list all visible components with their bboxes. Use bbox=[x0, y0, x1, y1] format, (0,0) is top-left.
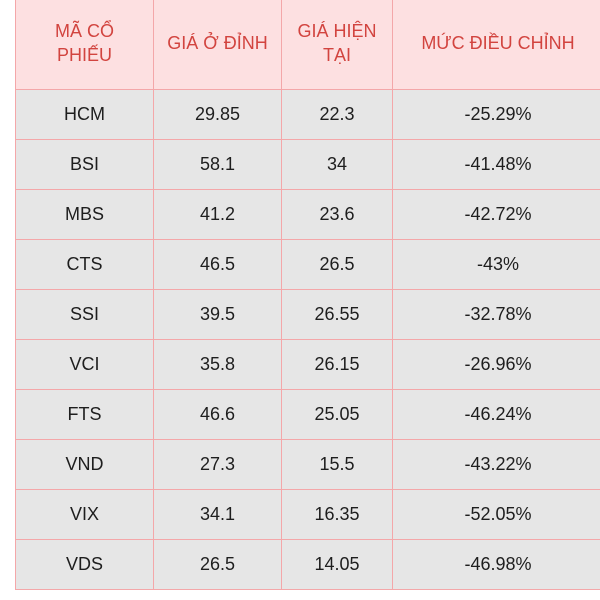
stock-price-table: MÃ CỔ PHIẾU GIÁ Ở ĐỈNH GIÁ HIỆN TẠI MỨC … bbox=[15, 0, 600, 590]
current-price-cell: 16.35 bbox=[281, 489, 393, 540]
table-row: SSI 39.5 26.55 -32.78% bbox=[15, 289, 600, 340]
table-row: HCM 29.85 22.3 -25.29% bbox=[15, 89, 600, 140]
peak-price-cell: 46.6 bbox=[153, 389, 282, 440]
current-price-cell: 22.3 bbox=[281, 89, 393, 140]
peak-price-cell: 26.5 bbox=[153, 539, 282, 590]
adjustment-cell: -46.24% bbox=[392, 389, 600, 440]
peak-price-cell: 34.1 bbox=[153, 489, 282, 540]
table-row: VND 27.3 15.5 -43.22% bbox=[15, 439, 600, 490]
adjustment-cell: -46.98% bbox=[392, 539, 600, 590]
table-row: VIX 34.1 16.35 -52.05% bbox=[15, 489, 600, 540]
ticker-cell: VIX bbox=[15, 489, 154, 540]
current-price-cell: 26.15 bbox=[281, 339, 393, 390]
current-price-cell: 34 bbox=[281, 139, 393, 190]
adjustment-cell: -42.72% bbox=[392, 189, 600, 240]
ticker-cell: BSI bbox=[15, 139, 154, 190]
peak-price-cell: 58.1 bbox=[153, 139, 282, 190]
ticker-cell: CTS bbox=[15, 239, 154, 290]
adjustment-cell: -26.96% bbox=[392, 339, 600, 390]
ticker-cell: SSI bbox=[15, 289, 154, 340]
adjustment-cell: -41.48% bbox=[392, 139, 600, 190]
adjustment-cell: -43% bbox=[392, 239, 600, 290]
peak-price-cell: 46.5 bbox=[153, 239, 282, 290]
peak-price-cell: 39.5 bbox=[153, 289, 282, 340]
current-price-cell: 26.55 bbox=[281, 289, 393, 340]
current-price-cell: 25.05 bbox=[281, 389, 393, 440]
table-row: CTS 46.5 26.5 -43% bbox=[15, 239, 600, 290]
ticker-cell: MBS bbox=[15, 189, 154, 240]
current-price-cell: 15.5 bbox=[281, 439, 393, 490]
adjustment-cell: -43.22% bbox=[392, 439, 600, 490]
current-price-cell: 26.5 bbox=[281, 239, 393, 290]
header-ticker: MÃ CỔ PHIẾU bbox=[15, 0, 154, 90]
table-row: VCI 35.8 26.15 -26.96% bbox=[15, 339, 600, 390]
table-body: HCM 29.85 22.3 -25.29% BSI 58.1 34 -41.48% MBS 41… bbox=[15, 89, 600, 590]
table-header: MÃ CỔ PHIẾU GIÁ Ở ĐỈNH GIÁ HIỆN TẠI MỨC … bbox=[15, 0, 600, 90]
table-row: FTS 46.6 25.05 -46.24% bbox=[15, 389, 600, 440]
adjustment-cell: -25.29% bbox=[392, 89, 600, 140]
table-row: VDS 26.5 14.05 -46.98% bbox=[15, 539, 600, 590]
ticker-cell: VND bbox=[15, 439, 154, 490]
header-row: MÃ CỔ PHIẾU GIÁ Ở ĐỈNH GIÁ HIỆN TẠI MỨC … bbox=[15, 0, 600, 90]
table-row: BSI 58.1 34 -41.48% bbox=[15, 139, 600, 190]
current-price-cell: 23.6 bbox=[281, 189, 393, 240]
header-adjustment: MỨC ĐIỀU CHỈNH bbox=[392, 0, 600, 90]
table-row: MBS 41.2 23.6 -42.72% bbox=[15, 189, 600, 240]
peak-price-cell: 35.8 bbox=[153, 339, 282, 390]
header-current-price: GIÁ HIỆN TẠI bbox=[281, 0, 393, 90]
peak-price-cell: 27.3 bbox=[153, 439, 282, 490]
adjustment-cell: -32.78% bbox=[392, 289, 600, 340]
current-price-cell: 14.05 bbox=[281, 539, 393, 590]
ticker-cell: VDS bbox=[15, 539, 154, 590]
peak-price-cell: 41.2 bbox=[153, 189, 282, 240]
ticker-cell: VCI bbox=[15, 339, 154, 390]
peak-price-cell: 29.85 bbox=[153, 89, 282, 140]
header-peak-price: GIÁ Ở ĐỈNH bbox=[153, 0, 282, 90]
adjustment-cell: -52.05% bbox=[392, 489, 600, 540]
ticker-cell: FTS bbox=[15, 389, 154, 440]
ticker-cell: HCM bbox=[15, 89, 154, 140]
